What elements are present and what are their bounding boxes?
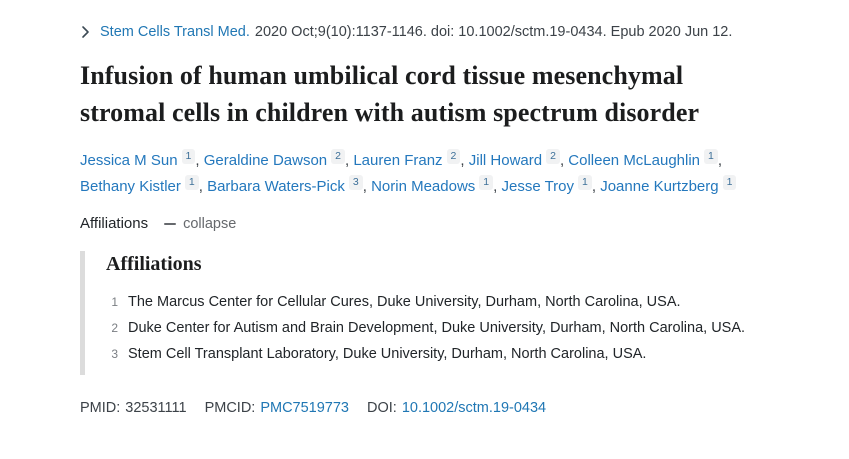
pmcid-link[interactable]: PMC7519773 [260, 400, 349, 416]
author-affiliation-sup[interactable]: 1 [578, 175, 592, 190]
author-affiliation-sup[interactable]: 1 [184, 175, 199, 190]
article-identifiers: PMID: 32531111 PMCID: PMC7519773 DOI: 10… [80, 400, 779, 416]
journal-link[interactable]: Stem Cells Transl Med. [100, 24, 250, 40]
journal-citation: Stem Cells Transl Med. 2020 Oct;9(10):11… [80, 24, 779, 40]
author-link[interactable]: Bethany Kistler [80, 178, 181, 195]
pmcid-label: PMCID: [204, 400, 256, 416]
author-link[interactable]: Joanne Kurtzberg [600, 178, 719, 195]
author-link[interactable]: Barbara Waters-Pick [207, 178, 345, 195]
author-separator: , [591, 178, 601, 195]
doi-group: DOI: 10.1002/sctm.19-0434 [367, 400, 546, 416]
affiliation-item: 3 Stem Cell Transplant Laboratory, Duke U… [106, 341, 779, 367]
pubmed-article-header: Stem Cells Transl Med. 2020 Oct;9(10):11… [80, 24, 779, 416]
author-link[interactable]: Geraldine Dawson [203, 152, 328, 169]
authors-list: Jessica M Sun 1, Geraldine Dawson 2, Laure… [80, 148, 779, 200]
author-affiliation-sup[interactable]: 1 [704, 149, 718, 164]
affiliation-text: The Marcus Center for Cellular Cures, Du… [128, 294, 681, 310]
author-affiliation-sup[interactable]: 2 [331, 149, 345, 164]
author-affiliation-sup[interactable]: 2 [546, 149, 560, 164]
author-link[interactable]: Jessica M Sun [80, 152, 178, 169]
pmid-group: PMID: 32531111 [80, 400, 187, 416]
author-link[interactable]: Norin Meadows [371, 178, 476, 195]
chevron-right-icon[interactable] [80, 25, 91, 39]
minus-icon [164, 222, 177, 225]
affiliation-text: Stem Cell Transplant Laboratory, Duke Un… [128, 346, 647, 362]
affiliations-toggle-label: Affiliations [80, 215, 149, 232]
affiliations-toggle-row: Affiliations collapse [80, 215, 779, 232]
author-affiliation-sup[interactable]: 3 [348, 175, 363, 190]
affiliation-item: 2 Duke Center for Autism and Brain Develo… [106, 315, 779, 341]
author-separator: , [195, 152, 204, 169]
pmcid-group: PMCID: PMC7519773 [205, 400, 349, 416]
affiliations-list: 1 The Marcus Center for Cellular Cures, D… [106, 289, 779, 367]
author-link[interactable]: Lauren Franz [353, 152, 443, 169]
author-separator: , [717, 152, 723, 169]
author-link[interactable]: Jill Howard [468, 152, 543, 169]
author-affiliation-sup[interactable]: 1 [479, 175, 494, 190]
doi-link[interactable]: 10.1002/sctm.19-0434 [401, 400, 547, 416]
author-link[interactable]: Jesse Troy [501, 178, 575, 195]
pmid-value: 32531111 [125, 400, 187, 416]
collapse-button-label: collapse [183, 215, 237, 232]
citation-details: 2020 Oct;9(10):1137-1146. doi: 10.1002/s… [254, 24, 733, 40]
author-link[interactable]: Colleen McLaughlin [568, 152, 701, 169]
affiliation-text: Duke Center for Autism and Brain Develop… [128, 320, 746, 336]
author-affiliation-sup[interactable]: 1 [722, 175, 737, 190]
author-separator: , [493, 178, 502, 195]
author-affiliation-sup[interactable]: 2 [446, 149, 461, 164]
author-separator: , [362, 178, 372, 195]
pmid-label: PMID: [80, 400, 121, 416]
affiliation-number: 3 [111, 347, 118, 361]
author-separator: , [198, 178, 208, 195]
affiliation-number: 2 [111, 321, 118, 335]
affiliations-collapse-button[interactable]: collapse [164, 216, 236, 232]
affiliations-panel: Affiliations 1 The Marcus Center for Cell… [80, 251, 779, 375]
article-title: Infusion of human umbilical cord tissue … [80, 61, 700, 127]
author-separator: , [460, 152, 469, 169]
affiliation-number: 1 [111, 295, 118, 309]
author-separator: , [344, 152, 354, 169]
affiliation-item: 1 The Marcus Center for Cellular Cures, D… [106, 289, 779, 315]
affiliations-heading: Affiliations [106, 253, 202, 275]
doi-label: DOI: [367, 400, 397, 416]
author-affiliation-sup[interactable]: 1 [181, 149, 196, 164]
author-separator: , [559, 152, 569, 169]
